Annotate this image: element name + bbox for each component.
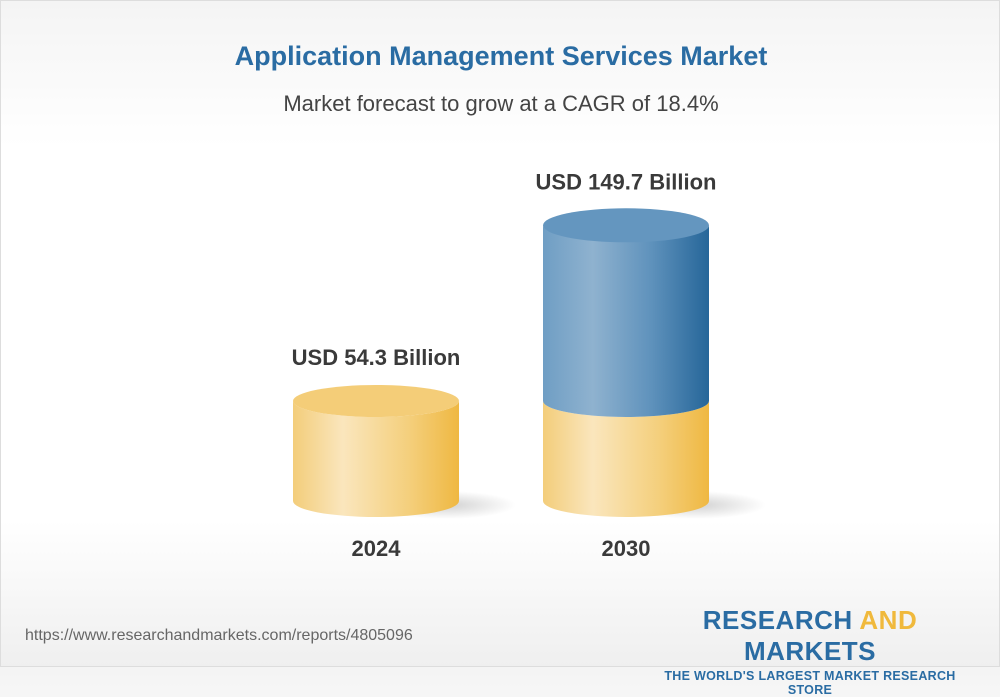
chart-title: Application Management Services Market (234, 41, 768, 71)
cylinder-base-segment (543, 401, 709, 517)
logo-tagline: THE WORLD'S LARGEST MARKET RESEARCH STOR… (664, 669, 956, 697)
category-label: 2030 (602, 536, 651, 561)
source-url[interactable]: https://www.researchandmarkets.com/repor… (25, 627, 413, 644)
data-label: USD 149.7 Billion (536, 169, 717, 194)
cylinder-top (293, 385, 459, 417)
cylinder-top (543, 208, 709, 243)
cylinder-base-segment (293, 401, 459, 517)
cylinder-growth-segment (543, 225, 709, 417)
cylinder-chart: USD 54.3 Billion 2024 USD 149.7 Billion 203… (292, 169, 766, 561)
chart-subtitle: Market forecast to grow at a CAGR of 18.… (283, 91, 719, 116)
research-and-markets-logo: RESEARCH AND MARKETS THE WORLD'S LARGEST… (641, 605, 979, 697)
category-label: 2024 (352, 536, 402, 561)
data-label: USD 54.3 Billion (292, 345, 461, 370)
